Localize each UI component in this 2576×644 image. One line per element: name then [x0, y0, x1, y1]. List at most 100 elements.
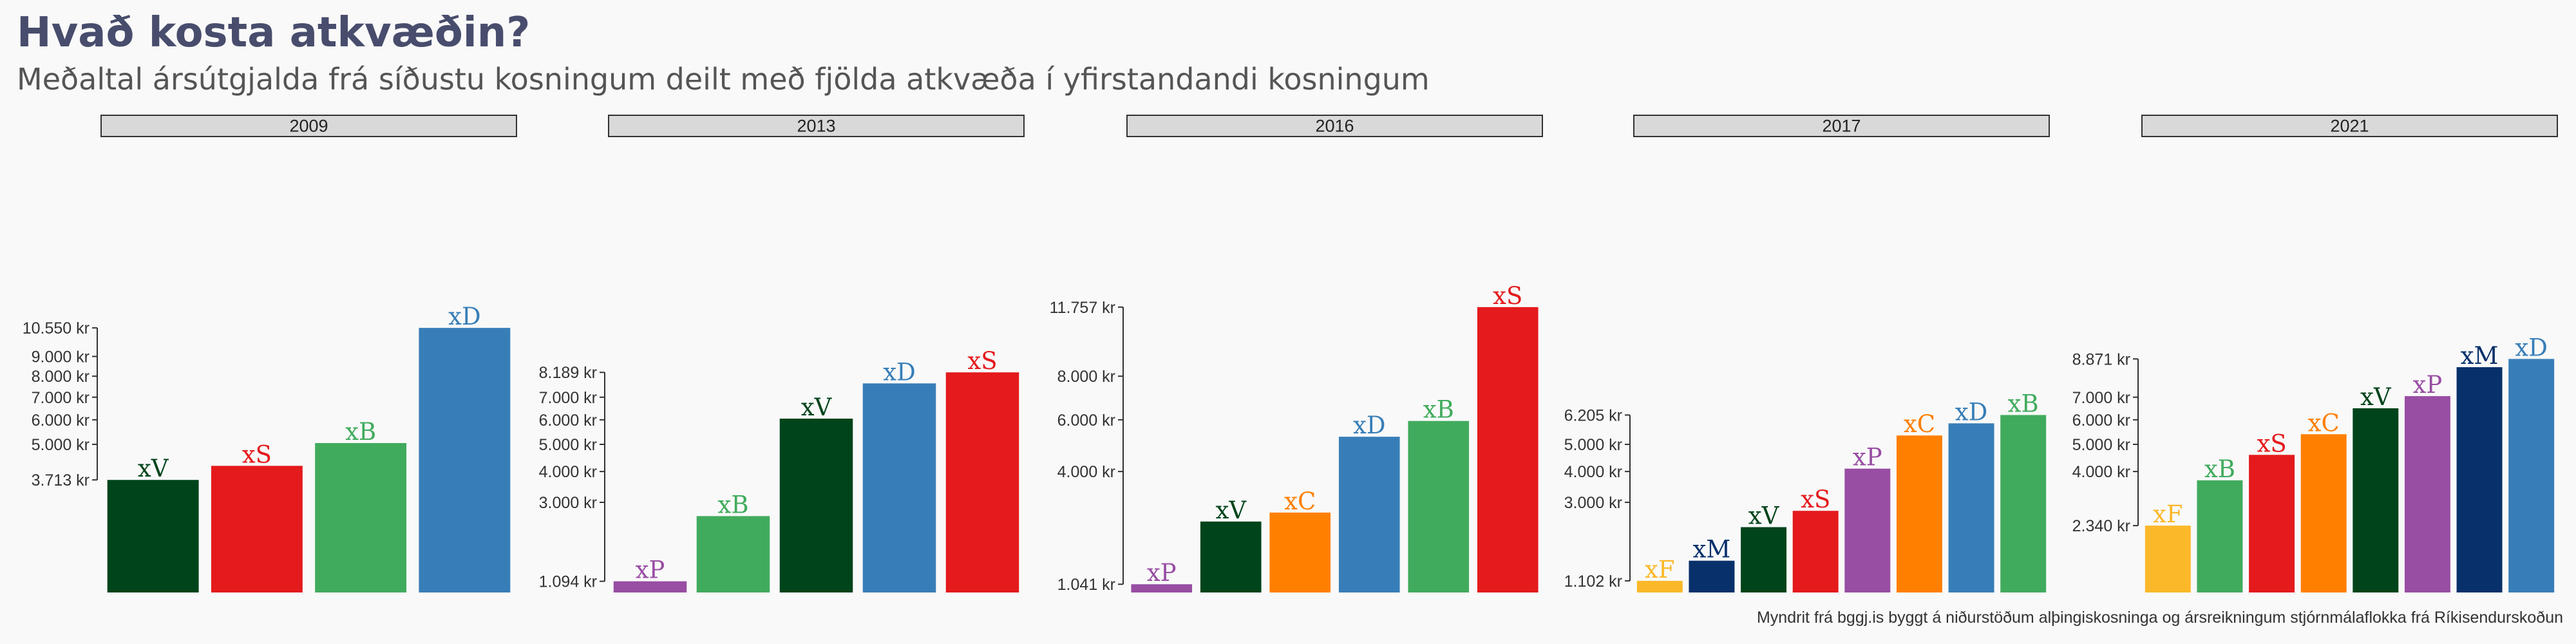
bar-label-xC: xC — [1904, 410, 1935, 438]
y-tick-label: 7.000 kr — [32, 389, 90, 407]
bar-label-xS: xS — [967, 347, 997, 375]
bar-label-xD: xD — [448, 303, 481, 330]
y-tick-label: 6.205 kr — [1564, 406, 1622, 424]
bar-label-xV: xV — [801, 393, 833, 421]
y-tick-label: 9.000 kr — [32, 348, 90, 366]
y-tick-label: 6.000 kr — [2072, 412, 2130, 430]
y-tick-label: 4.000 kr — [1057, 463, 1115, 481]
bar-label-xF: xF — [2153, 500, 2183, 528]
bar-xV — [1741, 527, 1787, 592]
bar-label-xV: xV — [1748, 502, 1780, 530]
bar-xV — [1200, 521, 1262, 592]
bar-xD — [2508, 359, 2555, 592]
y-tick-label: 11.757 kr — [1050, 299, 1115, 317]
bar-label-xV: xV — [2360, 383, 2392, 411]
y-tick-label: 8.000 kr — [32, 368, 90, 386]
bar-xS — [2249, 455, 2295, 592]
bar-xB — [2000, 415, 2047, 592]
bar-label-xB: xB — [2204, 455, 2235, 483]
panel-2017: 2017 1.102 kr 3.000 kr 4.000 kr 5.000 kr 6.20… — [1564, 115, 2050, 592]
facet-strip — [1633, 115, 2050, 137]
bar-label-xF: xF — [1645, 556, 1675, 583]
y-tick-label: 3.713 kr — [32, 471, 90, 489]
y-tick-label: 2.340 kr — [2072, 517, 2130, 535]
bar-xD — [1338, 437, 1400, 592]
bar-label-xB: xB — [2008, 390, 2039, 417]
bar-label-xS: xS — [1493, 282, 1522, 310]
y-tick-label: 10.550 kr — [23, 319, 90, 337]
y-tick-label: 1.102 kr — [1564, 573, 1622, 591]
bar-xP — [2404, 396, 2450, 592]
y-tick-label: 8.871 kr — [2072, 350, 2130, 368]
bar-xM — [1689, 560, 1735, 592]
bar-label-xM: xM — [1693, 536, 1731, 564]
bar-label-xP: xP — [1853, 444, 1882, 471]
facet-strip — [2141, 115, 2558, 137]
y-tick-label: 7.000 kr — [2072, 389, 2130, 407]
y-tick-label: 4.000 kr — [539, 463, 597, 481]
bar-label-xD: xD — [883, 358, 916, 386]
y-tick-label: 7.000 kr — [539, 389, 597, 407]
y-tick-label: 3.000 kr — [539, 494, 597, 512]
chart-subtitle: Meðaltal ársútgjalda frá síðustu kosning… — [17, 62, 1430, 97]
bar-xD — [1948, 423, 1994, 592]
bar-label-xB: xB — [345, 418, 376, 446]
bar-xS — [211, 466, 303, 592]
bar-xM — [2456, 367, 2503, 592]
bar-label-xV: xV — [138, 455, 169, 482]
facet-strip — [100, 115, 517, 137]
bar-label-xB: xB — [1423, 396, 1454, 424]
chart-title: Hvað kosta atkvæðin? — [17, 9, 531, 57]
y-tick-label: 5.000 kr — [1564, 436, 1622, 454]
bar-label-xC: xC — [2308, 409, 2340, 437]
bar-xC — [1896, 435, 1942, 592]
bar-label-xP: xP — [2413, 371, 2443, 399]
y-tick-label: 5.000 kr — [539, 436, 597, 454]
bar-label-xS: xS — [2257, 430, 2286, 457]
facet-label: 2016 — [1315, 117, 1354, 136]
y-tick-label: 8.000 kr — [1057, 368, 1115, 386]
bar-xD — [862, 383, 936, 592]
facet-strip — [608, 115, 1025, 137]
panel-2013: 2013 1.094 kr 3.000 kr 4.000 kr 5.000 kr 6.00… — [539, 115, 1025, 592]
bar-label-xP: xP — [1147, 559, 1177, 587]
y-tick-label: 1.041 kr — [1057, 576, 1115, 594]
bar-xD — [419, 328, 511, 592]
bar-xS — [945, 372, 1019, 592]
bar-xS — [1792, 511, 1839, 592]
y-tick-label: 8.189 kr — [539, 364, 597, 382]
bar-label-xS: xS — [242, 440, 272, 468]
bar-xP — [1131, 584, 1193, 592]
facet-label: 2017 — [1822, 117, 1861, 136]
facet-label: 2021 — [2330, 117, 2369, 136]
y-tick-label: 6.000 kr — [1057, 412, 1115, 430]
bar-xF — [2145, 526, 2191, 592]
bar-xP — [613, 581, 687, 592]
bar-xV — [107, 480, 199, 592]
bar-xC — [1269, 512, 1331, 592]
facet-strip — [1126, 115, 1543, 137]
bar-label-xB: xB — [717, 491, 748, 518]
panel-2009: 2009 3.713 kr 5.000 kr 6.000 kr 7.000 kr 8.00… — [23, 115, 517, 592]
bar-label-xV: xV — [1215, 497, 1247, 524]
y-tick-label: 4.000 kr — [1564, 463, 1622, 481]
bar-xB — [1408, 421, 1470, 592]
y-tick-label: 3.000 kr — [1564, 494, 1622, 512]
y-tick-label: 5.000 kr — [2072, 436, 2130, 454]
facet-label: 2009 — [289, 117, 328, 136]
bar-xV — [779, 419, 853, 592]
bar-label-xD: xD — [1955, 398, 1988, 426]
y-tick-label: 4.000 kr — [2072, 463, 2130, 481]
facet-label: 2013 — [797, 117, 835, 136]
bar-label-xP: xP — [636, 556, 665, 584]
bar-xC — [2300, 434, 2347, 592]
bar-xB — [315, 442, 407, 592]
bar-label-xC: xC — [1284, 488, 1316, 515]
panel-2016: 2016 1.041 kr 4.000 kr 6.000 kr 8.000 kr 11.7… — [1050, 115, 1543, 594]
bar-xB — [2197, 480, 2243, 592]
bar-xV — [2353, 408, 2399, 592]
bar-xF — [1636, 580, 1683, 592]
y-tick-label: 1.094 kr — [539, 573, 597, 591]
panel-2021: 2021 2.340 kr 4.000 kr 5.000 kr 6.000 kr 7.00… — [2072, 115, 2558, 592]
